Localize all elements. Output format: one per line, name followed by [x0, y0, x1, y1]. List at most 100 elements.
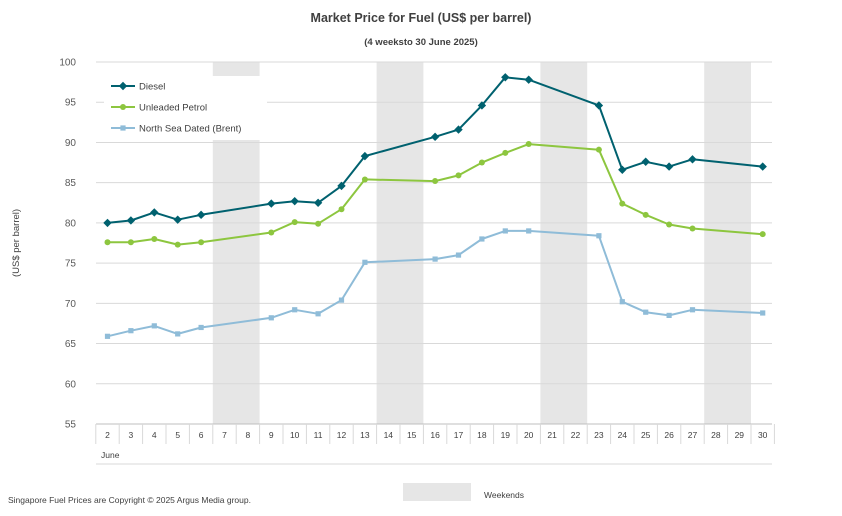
unleaded-petrol-point [619, 200, 626, 207]
north-sea-dated-brent-point [596, 233, 602, 239]
y-tick-label: 95 [65, 98, 77, 109]
chart-title: Market Price for Fuel (US$ per barrel) [310, 11, 532, 25]
diesel-point [454, 125, 463, 134]
north-sea-dated-brent-point [175, 331, 181, 337]
unleaded-petrol-point [689, 225, 696, 232]
north-sea-dated-brent-line [107, 229, 763, 338]
unleaded-petrol-point [666, 221, 673, 228]
x-tick-label: 23 [594, 430, 604, 440]
x-tick-label: 26 [664, 430, 674, 440]
unleaded-petrol-point [127, 239, 134, 246]
y-tick-label: 100 [59, 58, 76, 69]
y-tick-label: 90 [65, 138, 77, 149]
x-tick-label: 7 [222, 430, 227, 440]
diesel-point [594, 101, 604, 110]
x-tick-label: 3 [129, 430, 134, 440]
x-tick-label: 21 [547, 430, 557, 440]
legend-north-sea-dated-brent-marker [120, 125, 126, 131]
north-sea-dated-brent-point [479, 236, 485, 242]
diesel-point [196, 210, 206, 220]
y-tick-label: 70 [65, 299, 77, 310]
x-tick-label: 17 [454, 430, 464, 440]
x-tick-label: 24 [618, 430, 628, 440]
weekends-legend-label: Weekends [484, 490, 525, 500]
x-tick-label: 25 [641, 430, 651, 440]
x-tick-label: 28 [711, 430, 721, 440]
north-sea-dated-brent-point [502, 228, 508, 234]
weekend-band [540, 62, 588, 424]
diesel-point [664, 162, 674, 171]
north-sea-dated-brent-point [689, 307, 696, 313]
x-tick-label: 14 [384, 430, 394, 440]
x-tick-label: 30 [758, 430, 768, 440]
diesel-point [758, 162, 767, 171]
unleaded-petrol-point [151, 235, 158, 242]
x-tick-label: 9 [269, 430, 274, 440]
north-sea-dated-brent-point [666, 312, 672, 318]
diesel-point [430, 132, 440, 142]
legend-north-sea-dated-brent-label: North Sea Dated (Brent) [139, 124, 241, 135]
diesel-point [173, 215, 182, 224]
copyright-note: Singapore Fuel Prices are Copyright © 20… [8, 495, 251, 505]
x-tick-label: 22 [571, 430, 581, 440]
north-sea-dated-brent-point [338, 297, 345, 303]
diesel-point [618, 165, 627, 174]
legend-unleaded-petrol-marker [120, 104, 126, 110]
unleaded-petrol-point [642, 211, 649, 218]
x-tick-label: 18 [477, 430, 487, 440]
x-tick-label: 27 [688, 430, 698, 440]
x-tick-label: 19 [501, 430, 511, 440]
diesel-point [103, 218, 112, 228]
unleaded-petrol-point [198, 239, 205, 246]
unleaded-petrol-point [595, 146, 602, 153]
north-sea-dated-brent-point [619, 299, 625, 305]
unleaded-petrol-point [268, 229, 275, 236]
x-tick-label: 15 [407, 430, 417, 440]
legend-diesel-label: Diesel [139, 82, 165, 93]
y-tick-label: 60 [65, 379, 77, 390]
x-tick-label: 12 [337, 430, 347, 440]
x-tick-label: 29 [735, 430, 745, 440]
north-sea-dated-brent-point [760, 310, 766, 316]
y-tick-label: 55 [65, 420, 77, 431]
unleaded-petrol-point [502, 149, 509, 156]
unleaded-petrol-point [291, 219, 298, 226]
north-sea-dated-brent-point [315, 311, 321, 317]
y-axis-title: (US$ per barrel) [11, 209, 22, 277]
chart-subtitle: (4 weeksto 30 June 2025) [364, 37, 478, 48]
x-tick-label: 6 [199, 430, 204, 440]
y-tick-label: 85 [65, 178, 77, 189]
diesel-point [267, 199, 276, 208]
north-sea-dated-brent-point [455, 252, 462, 258]
diesel-point [126, 216, 136, 225]
x-tick-label: 4 [152, 430, 157, 440]
unleaded-petrol-line [107, 143, 763, 246]
x-tick-label: 20 [524, 430, 534, 440]
unleaded-petrol-point [759, 231, 766, 238]
unleaded-petrol-point [174, 241, 181, 248]
legend-unleaded-petrol-label: Unleaded Petrol [139, 103, 207, 114]
north-sea-dated-brent-point [362, 259, 368, 265]
x-group-label: June [101, 450, 120, 460]
x-tick-label: 8 [246, 430, 251, 440]
north-sea-dated-brent-point [268, 315, 274, 321]
north-sea-dated-brent-point [643, 309, 649, 315]
weekends-legend-swatch [403, 483, 471, 501]
unleaded-petrol-point [104, 239, 111, 246]
diesel-point [337, 181, 346, 191]
unleaded-petrol-point [525, 141, 532, 148]
x-tick-label: 10 [290, 430, 300, 440]
y-tick-label: 75 [65, 259, 77, 270]
north-sea-dated-brent-point [198, 324, 204, 331]
unleaded-petrol-point [315, 220, 322, 227]
north-sea-dated-brent-point [432, 256, 438, 262]
unleaded-petrol-point [338, 206, 345, 213]
diesel-point [290, 196, 299, 206]
x-tick-label: 11 [314, 430, 323, 440]
north-sea-dated-brent-point [128, 328, 134, 334]
diesel-point [501, 73, 510, 82]
north-sea-dated-brent-point [292, 307, 298, 313]
diesel-point [524, 75, 533, 84]
north-sea-dated-brent-point [104, 333, 111, 339]
